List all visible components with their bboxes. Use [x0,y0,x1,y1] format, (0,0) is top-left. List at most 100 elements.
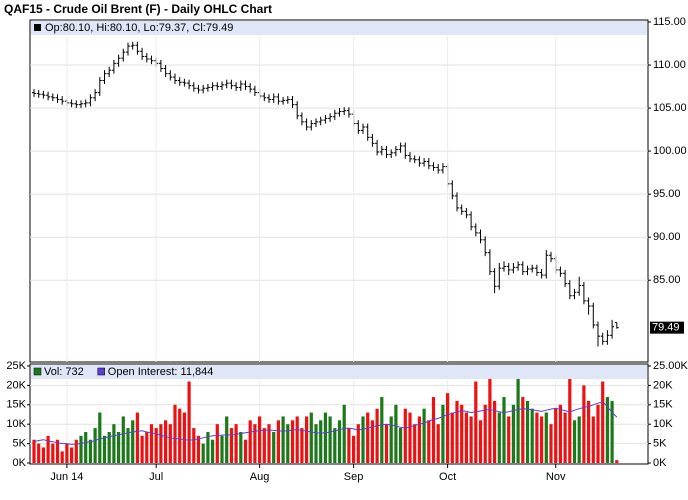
price-legend: Op:80.10, Hi:80.10, Lo:79.37, Cl:79.49 [45,22,233,34]
open-interest-line [33,401,618,445]
volume-bar [258,416,262,463]
volume-bar [525,400,530,463]
volume-bar [366,412,370,463]
y2-tick-label: 10K [653,418,673,430]
volume-bar [164,420,168,463]
volume-bar [281,416,285,463]
volume-bar [107,431,111,463]
volume-bar [356,424,360,463]
volume-bar [98,412,102,463]
last-price-label: 79.49 [652,322,680,334]
volume-bar [422,408,426,463]
y-tick-label: 5K [13,438,27,450]
volume-bar [587,400,591,463]
volume-bar [497,412,501,463]
volume-bar [154,428,158,463]
volume-bar [70,447,74,463]
last-price-box [650,321,684,334]
volume-bar [305,416,309,463]
volume-bar [145,431,149,463]
volume-bar [211,439,215,463]
x-tick-label: Jun 14 [50,471,83,483]
volume-bar [511,404,515,463]
volume-bar [389,416,393,463]
volume-bar [610,400,614,463]
volume-bar [417,416,421,463]
volume-bar [300,428,304,463]
volume-bar [60,451,64,463]
volume-bar [544,412,548,463]
y2-tick-label: 5K [653,438,667,450]
volume-bar [74,439,78,463]
legend-label: Vol: 732 [44,366,84,378]
y-tick-label: 10K [6,418,26,430]
volume-bar [276,420,280,463]
volume-bar [239,431,243,463]
y-tick-label: 115.00 [653,16,686,28]
volume-bar [333,428,337,463]
y2-tick-label: 25.00K [653,360,688,372]
volume-bar [262,428,266,463]
volume-bar [554,408,558,463]
x-tick-label: Jul [149,471,163,483]
volume-bar [46,435,50,463]
volume-bar [309,412,313,463]
volume-bar [568,377,572,463]
volume-bar [295,416,299,463]
volume-bar [408,412,412,463]
y-tick-label: 100.00 [653,145,687,157]
volume-bar [88,439,92,463]
volume-bar [55,439,60,463]
volume-bar [446,393,450,463]
volume-bar [601,381,605,463]
volume-bar [605,397,609,463]
volume-bar [229,428,233,463]
x-tick-label: Oct [439,471,456,483]
volume-bar [290,420,295,463]
volume-bar [469,416,473,463]
volume-bar [37,443,41,463]
volume-bar [441,404,445,463]
y-tick-label: 105.00 [653,102,687,114]
y2-tick-label: 0K [653,457,667,469]
volume-bar [79,435,83,463]
y-tick-label: 25K [6,360,26,372]
volume-bar [591,416,595,463]
x-tick-label: Sep [344,471,364,483]
volume-bar [516,369,520,463]
volume-bar [493,400,497,463]
volume-bar [352,435,356,463]
y-tick-label: 20K [6,379,26,391]
legend-swatch [97,367,106,376]
volume-bar [342,404,346,463]
volume-bar [168,424,172,463]
volume-bar [272,431,276,463]
volume-bar [615,460,619,463]
volume-bar [460,404,464,463]
volume-bar [370,420,374,463]
volume-bar [582,385,586,463]
y2-tick-label: 20K [653,379,673,391]
volume-bar [51,443,55,463]
volume-legend: Vol: 732 Open Interest: 11,844 [33,366,214,378]
x-tick-label: Nov [546,471,566,483]
volume-bar [540,416,544,463]
volume-bar [347,428,351,463]
volume-bar [474,381,478,463]
volume-bar [65,443,69,463]
volume-bar [563,412,567,463]
volume-bar [399,428,403,463]
volume-bar [535,412,539,463]
volume-bar [455,400,459,463]
volume-bar [483,404,487,463]
volume-bar [32,439,36,463]
volume-bar [131,420,135,463]
volume-bar [337,420,342,463]
volume-bar [102,435,107,463]
volume-bar [521,397,525,463]
volume-bar [253,424,257,463]
volume-bar [192,428,196,463]
volume-bar [361,416,365,463]
legend-label: Open Interest: 11,844 [108,366,214,378]
